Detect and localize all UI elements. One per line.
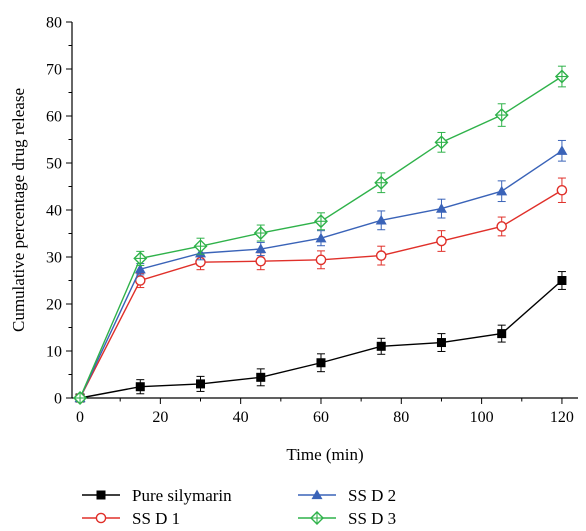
data-point	[436, 235, 447, 247]
data-point	[496, 221, 507, 232]
data-point	[496, 185, 508, 196]
data-point	[376, 341, 386, 351]
data-point	[134, 263, 146, 274]
legend-marker	[96, 490, 106, 500]
data-point	[375, 214, 387, 225]
y-tick-label: 10	[46, 344, 62, 361]
data-point	[494, 108, 509, 123]
series-1	[75, 271, 567, 403]
data-point	[135, 382, 145, 392]
legend-marker	[310, 511, 324, 525]
x-tick-label: 100	[470, 409, 494, 426]
data-point	[556, 184, 568, 196]
data-point	[313, 214, 328, 229]
data-point	[554, 69, 569, 84]
data-point	[255, 255, 267, 267]
y-tick-label: 50	[46, 156, 62, 173]
data-point	[316, 358, 326, 368]
data-point	[374, 175, 389, 190]
legend-item: SS D 1	[82, 509, 180, 528]
data-point	[435, 203, 447, 213]
y-tick-label: 70	[46, 62, 62, 79]
data-point	[556, 145, 568, 155]
y-tick-label: 30	[46, 250, 62, 267]
y-tick-label: 20	[46, 297, 62, 314]
series-layer	[73, 65, 569, 405]
axes: 0 20 40 60 80 100 120 0 10 20 30 40 50 60 70 80	[46, 15, 578, 426]
legend-label: SS D 2	[348, 486, 396, 505]
x-axis-title: Time (min)	[286, 445, 363, 464]
data-point	[256, 372, 266, 382]
data-point	[315, 232, 327, 243]
data-point	[196, 379, 206, 389]
data-point	[434, 135, 449, 150]
data-point	[73, 391, 88, 405]
x-tick-label: 0	[76, 409, 84, 426]
data-point	[255, 243, 267, 254]
legend-label: SS D 1	[132, 509, 180, 528]
legend-item: SS D 3	[298, 509, 396, 528]
data-point	[497, 329, 507, 339]
y-tick-label: 0	[54, 391, 62, 408]
x-tick-label: 40	[233, 409, 249, 426]
data-point	[557, 276, 567, 285]
series-line	[79, 279, 563, 399]
legend-label: Pure silymarin	[132, 486, 232, 505]
x-tick-label: 60	[313, 409, 329, 426]
y-tick-label: 80	[46, 15, 62, 32]
legend-label: SS D 3	[348, 509, 396, 528]
legend-item: Pure silymarin	[82, 486, 232, 505]
data-point	[436, 338, 446, 348]
series-4	[73, 65, 569, 405]
data-point	[315, 254, 327, 266]
legend-marker	[311, 489, 323, 500]
legend-marker	[95, 512, 107, 524]
y-tick-label: 40	[46, 203, 62, 220]
x-tick-label: 20	[152, 409, 168, 426]
data-point	[253, 226, 268, 241]
data-point	[375, 250, 387, 261]
data-point	[133, 251, 148, 266]
y-tick-label: 60	[46, 109, 62, 126]
x-tick-label: 120	[550, 409, 574, 426]
data-point	[193, 239, 208, 254]
legend-item: SS D 2	[298, 486, 396, 505]
legend: Pure silymarin SS D 1 SS D 2 SS D 3	[82, 486, 396, 528]
series-2	[74, 177, 568, 404]
x-tick-label: 80	[393, 409, 409, 426]
y-axis-title: Cumulative percentage drug release	[9, 88, 28, 332]
